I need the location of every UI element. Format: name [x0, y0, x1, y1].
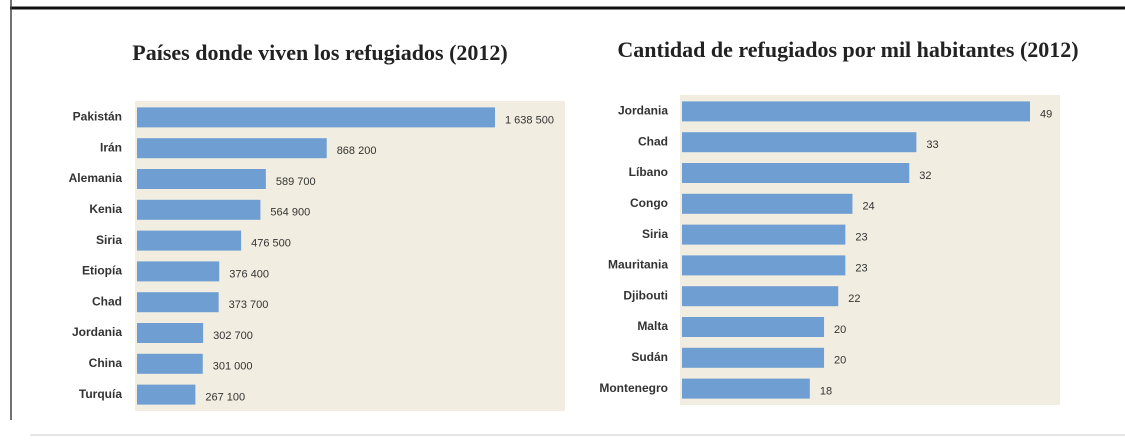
category-label: Irán — [100, 140, 122, 154]
bar — [682, 286, 839, 307]
bar — [682, 163, 910, 183]
bar — [682, 193, 853, 214]
bar — [137, 107, 495, 128]
category-label: Sudán — [631, 350, 668, 364]
value-label: 301 000 — [213, 361, 253, 373]
value-label: 1 638 500 — [505, 114, 554, 126]
bar — [137, 353, 203, 374]
bar — [682, 347, 825, 368]
bar — [682, 255, 846, 276]
value-label: 267 100 — [205, 392, 245, 404]
bar — [682, 132, 917, 153]
bar — [137, 230, 242, 251]
category-label: Congo — [630, 196, 668, 210]
value-label: 20 — [834, 355, 846, 367]
bar — [137, 169, 266, 189]
category-label: Siria — [96, 233, 122, 247]
value-label: 22 — [848, 293, 860, 305]
value-label: 589 700 — [276, 176, 316, 188]
value-label: 373 700 — [229, 299, 269, 311]
value-label: 20 — [834, 324, 846, 336]
value-label: 868 200 — [337, 145, 377, 157]
category-label: Malta — [637, 319, 668, 333]
value-label: 302 700 — [213, 330, 253, 342]
category-label: Kenia — [89, 202, 122, 216]
category-label: Alemania — [69, 171, 123, 185]
value-label: 32 — [919, 170, 931, 182]
category-label: Montenegro — [599, 381, 668, 395]
category-label: Jordania — [618, 104, 668, 118]
value-label: 564 900 — [270, 207, 310, 219]
category-label: Jordania — [72, 325, 122, 339]
bar — [137, 199, 261, 220]
value-label: 18 — [820, 386, 832, 398]
category-label: Chad — [638, 134, 668, 148]
category-label: Siria — [642, 227, 668, 241]
bar — [137, 323, 204, 343]
category-label: Djibouti — [623, 288, 668, 302]
value-label: 23 — [855, 262, 867, 274]
value-label: 23 — [855, 232, 867, 244]
category-label: Chad — [92, 294, 122, 308]
chart-title: Países donde viven los refugiados (2012) — [132, 40, 507, 65]
category-label: China — [89, 356, 123, 370]
value-label: 476 500 — [251, 238, 291, 250]
chart-title: Cantidad de refugiados por mil habitante… — [617, 37, 1078, 62]
value-label: 376 400 — [229, 268, 269, 280]
category-label: Mauritania — [608, 258, 668, 272]
category-label: Pakistán — [73, 110, 122, 124]
bar — [682, 378, 810, 399]
bar — [682, 101, 1030, 122]
category-label: Líbano — [629, 165, 668, 179]
bar — [137, 292, 219, 313]
category-label: Turquía — [79, 387, 122, 401]
value-label: 24 — [862, 201, 874, 213]
value-label: 33 — [926, 139, 938, 151]
bar — [682, 317, 825, 337]
category-label: Etiopía — [82, 264, 122, 278]
bar — [137, 261, 220, 282]
bar — [137, 384, 196, 405]
bar — [137, 138, 327, 159]
value-label: 49 — [1040, 108, 1052, 120]
bar — [682, 224, 846, 245]
